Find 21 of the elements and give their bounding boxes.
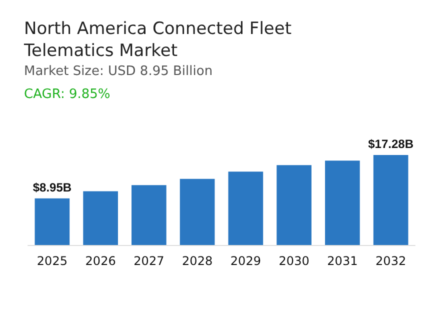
data-label: $8.95B (32, 180, 72, 194)
x-tick-label: 2029 (230, 254, 261, 268)
bar (180, 178, 215, 245)
x-tick-label: 2026 (85, 254, 116, 268)
chart-subtitle: Market Size: USD 8.95 Billion (24, 64, 213, 79)
data-label: $17.28B (368, 137, 414, 151)
x-tick-label: 2028 (182, 254, 213, 268)
bar (34, 198, 70, 245)
x-tick-label: 2031 (327, 254, 358, 268)
bar (132, 185, 166, 245)
bar (276, 165, 312, 245)
bar (373, 155, 408, 245)
x-tick-label: 2030 (278, 254, 310, 268)
bar (228, 172, 264, 245)
x-tick-label: 2025 (36, 254, 68, 268)
text: CAGR: 9.85% (24, 87, 110, 102)
x-tick-label: 2027 (134, 254, 164, 268)
x-tick-label: 2032 (376, 254, 406, 268)
bar (325, 160, 360, 245)
bar (83, 191, 118, 245)
chart-title: North America Connected Fleet Telematics Market (23, 19, 292, 61)
